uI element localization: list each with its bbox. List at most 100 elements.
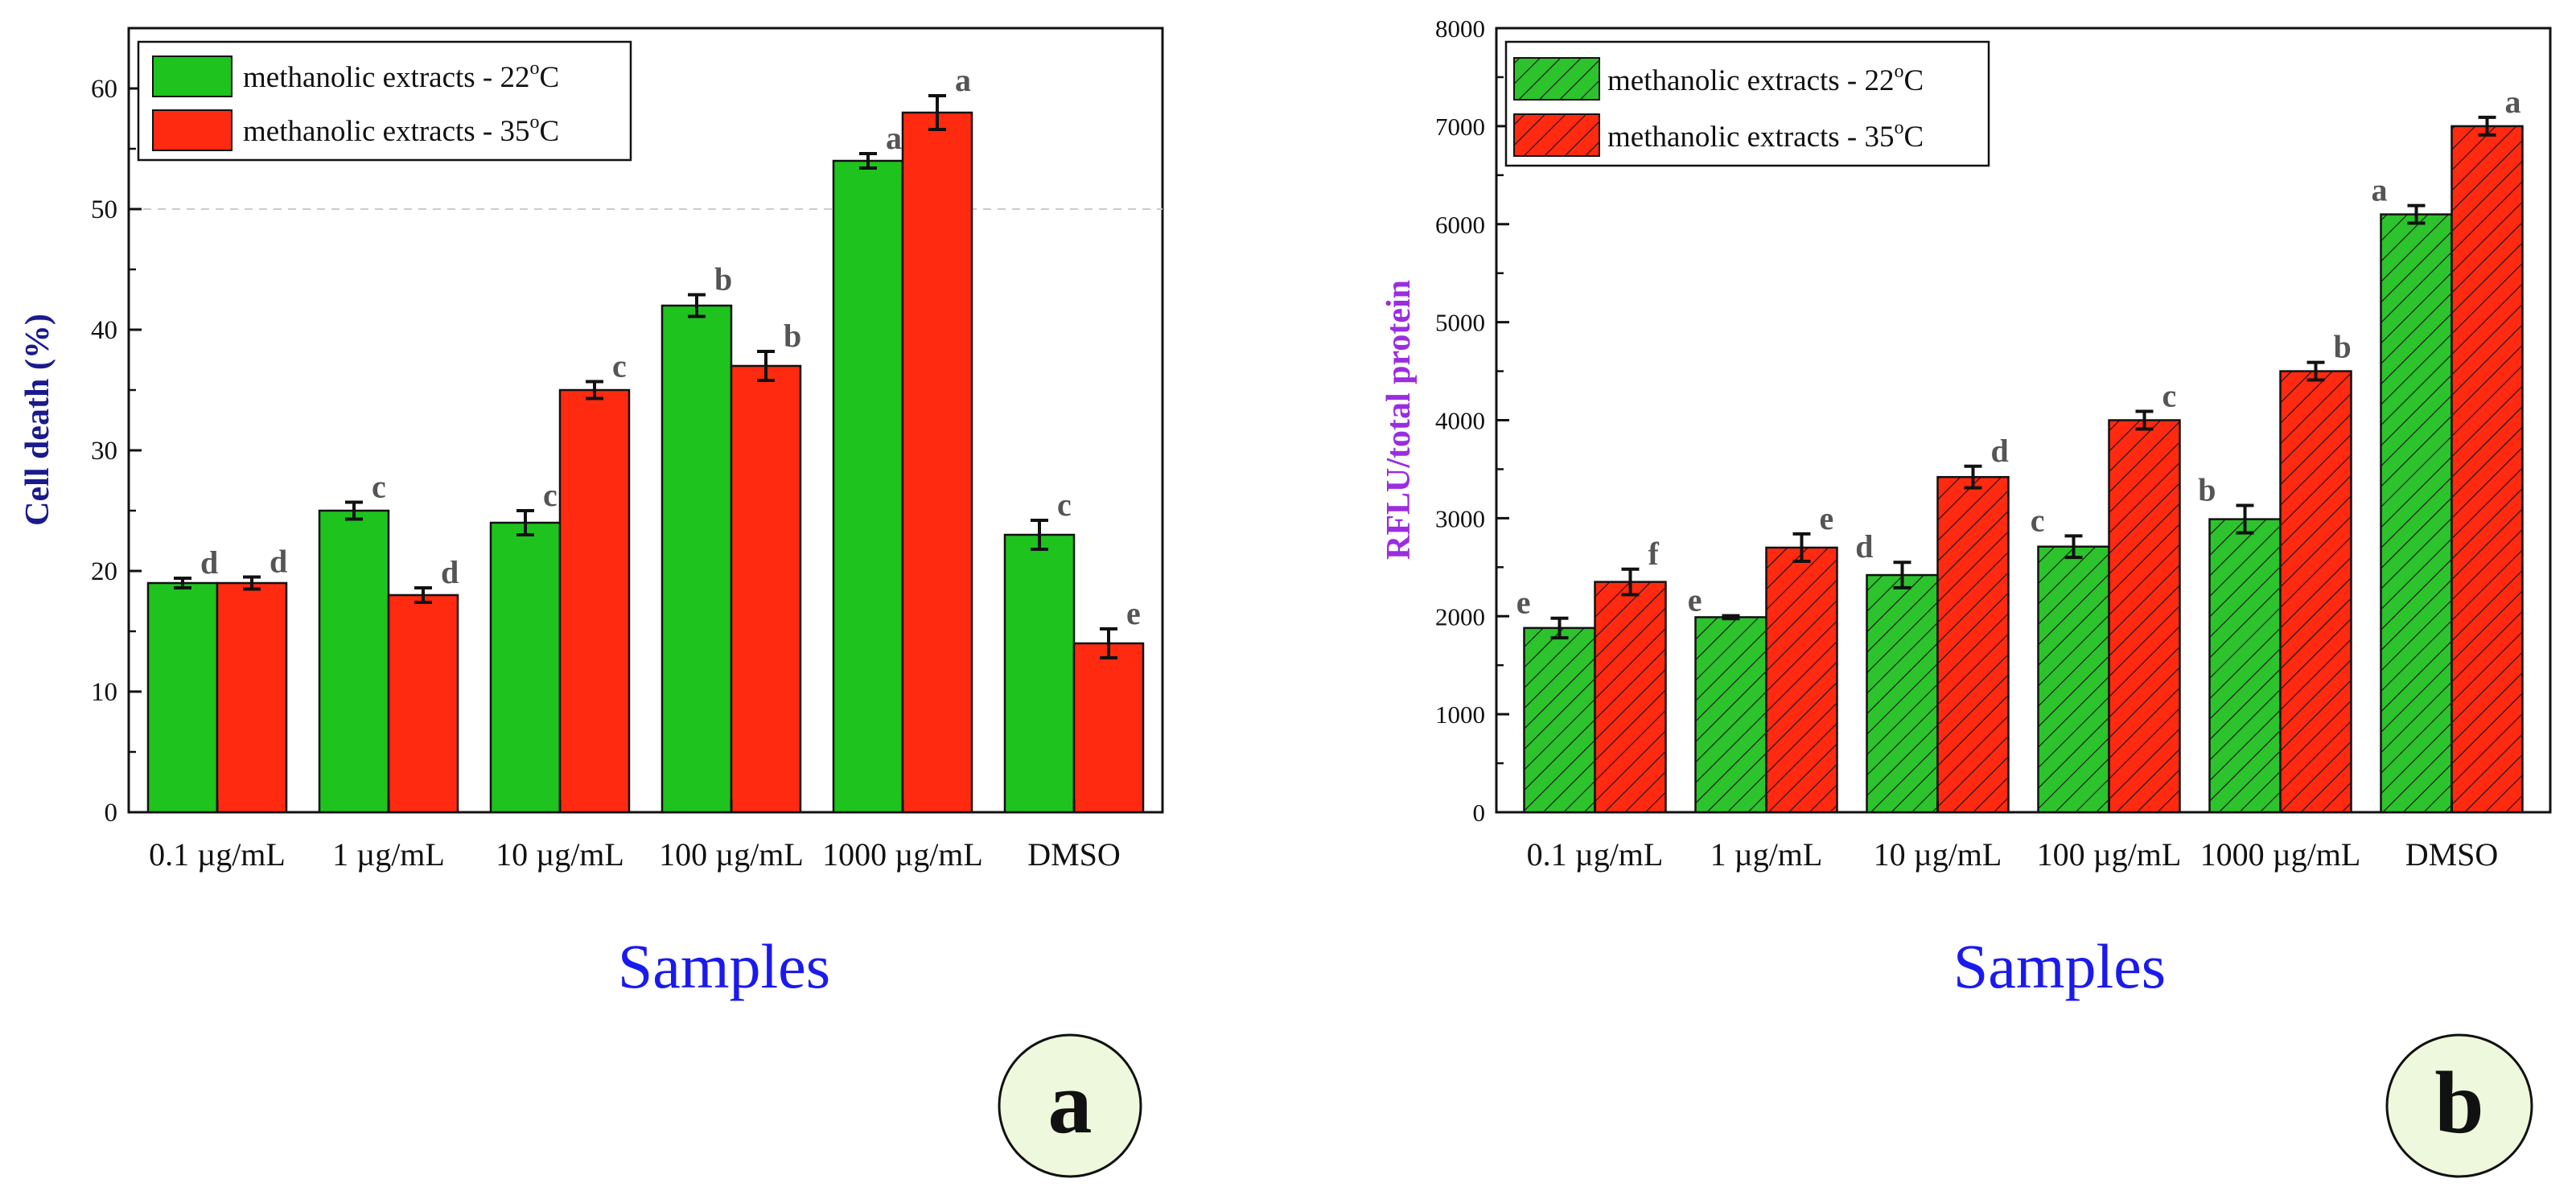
significance-letter: d xyxy=(1855,528,1873,565)
legend-swatch-35c xyxy=(152,109,232,151)
legend-swatch-22c xyxy=(152,55,232,97)
panel-a-cell-death-chart: 0 10 20 30 40 50 60 d d 0.1 µg/mL c d 1 µg/mL c c 10 µg… xyxy=(19,27,1164,1178)
bar-35c xyxy=(216,581,288,814)
badge-circle xyxy=(998,1033,1142,1178)
bar-35c xyxy=(1594,581,1667,814)
significance-letter: d xyxy=(441,554,459,590)
bar-22c xyxy=(489,521,562,814)
badge-letter: a xyxy=(1048,1053,1093,1152)
bar-35c xyxy=(2108,419,2181,814)
y-tick-label: 4000 xyxy=(1435,407,1485,435)
bar-35c xyxy=(2450,125,2524,814)
significance-letter: e xyxy=(1688,582,1702,618)
y-tick-label: 40 xyxy=(91,316,117,345)
significance-letter: d xyxy=(200,544,218,581)
significance-letter: f xyxy=(1648,536,1660,572)
legend: methanolic extracts - 22oC methanolic ex… xyxy=(1504,40,1990,167)
panel-badge: b xyxy=(2385,1033,2533,1178)
x-axis-title: Samples xyxy=(618,931,830,1001)
bar-22c xyxy=(2208,518,2282,814)
significance-letter: a xyxy=(2505,84,2521,120)
x-axis-title: Samples xyxy=(1953,931,2166,1001)
x-tick-label: 10 µg/mL xyxy=(1874,836,2002,873)
y-tick-label: 2000 xyxy=(1435,602,1485,630)
bar-22c xyxy=(1694,616,1767,814)
bar-35c xyxy=(2279,370,2352,814)
significance-letter: b xyxy=(2334,329,2352,365)
significance-letter: e xyxy=(1820,500,1834,536)
bar-35c xyxy=(901,111,973,814)
bar-22c xyxy=(832,159,904,814)
significance-letter: e xyxy=(1516,585,1531,621)
x-tick-label: 1 µg/mL xyxy=(332,836,445,873)
bar-22c xyxy=(318,509,390,814)
y-tick-label: 5000 xyxy=(1435,309,1485,337)
bar-22c xyxy=(660,304,733,814)
y-tick-label: 8000 xyxy=(1435,14,1485,43)
y-tick-label: 0 xyxy=(105,799,118,828)
significance-letter: a xyxy=(886,120,902,156)
y-tick-label: 50 xyxy=(91,195,117,224)
significance-letter: b xyxy=(2198,472,2216,508)
plot-frame xyxy=(127,27,1164,814)
significance-letter: c xyxy=(612,348,627,384)
x-tick-label: 100 µg/mL xyxy=(2037,836,2182,873)
x-tick-label: 0.1 µg/mL xyxy=(1527,836,1664,873)
legend-label-35c: methanolic extracts - 35oC xyxy=(1607,117,1924,154)
bar-35c xyxy=(1072,642,1145,814)
y-tick-label: 10 xyxy=(91,678,117,707)
y-axis-title: RFLU/total protein xyxy=(1381,280,1418,560)
bar-35c xyxy=(558,388,631,814)
significance-letter: b xyxy=(784,318,801,354)
bar-22c xyxy=(2380,213,2453,814)
significance-letter: e xyxy=(1126,595,1141,631)
bar-35c xyxy=(1936,475,2010,814)
legend-swatch-22c xyxy=(1513,57,1600,101)
x-tick-label: DMSO xyxy=(2405,836,2499,873)
x-tick-label: 100 µg/mL xyxy=(659,836,804,873)
y-tick-label: 1000 xyxy=(1435,700,1485,729)
chart-marks: 0 10 20 30 40 50 60 d d 0.1 µg/mL c d 1 µg/mL c c 10 µg… xyxy=(91,62,1162,873)
y-axis-title: Cell death (%) xyxy=(19,314,56,526)
bar-35c xyxy=(387,593,459,814)
x-tick-label: 1000 µg/mL xyxy=(822,836,983,873)
x-tick-label: 0.1 µg/mL xyxy=(149,836,286,873)
significance-letter: c xyxy=(2031,502,2045,538)
significance-letter: a xyxy=(955,62,971,98)
x-tick-label: DMSO xyxy=(1027,836,1121,873)
x-tick-label: 1 µg/mL xyxy=(1710,836,1823,873)
bar-22c xyxy=(1866,573,1939,814)
y-tick-label: 0 xyxy=(1473,799,1486,827)
significance-letter: b xyxy=(714,261,732,298)
x-tick-label: 1000 µg/mL xyxy=(2200,836,2361,873)
bar-35c xyxy=(730,364,802,814)
bar-22c xyxy=(1003,533,1076,814)
panel-badge: a xyxy=(998,1033,1142,1178)
significance-letter: c xyxy=(2162,378,2177,414)
significance-letter: c xyxy=(543,477,558,513)
y-tick-label: 60 xyxy=(91,75,117,104)
significance-letter: a xyxy=(2372,172,2388,208)
bar-22c xyxy=(2037,545,2110,814)
significance-letter: c xyxy=(1057,487,1072,523)
significance-letter: d xyxy=(270,544,287,580)
y-tick-label: 6000 xyxy=(1435,211,1485,239)
bar-35c xyxy=(1765,546,1838,814)
bar-22c xyxy=(1523,626,1596,814)
badge-circle xyxy=(2385,1033,2533,1178)
x-tick-label: 10 µg/mL xyxy=(496,836,624,873)
y-tick-label: 20 xyxy=(91,557,117,586)
significance-letter: c xyxy=(372,469,386,505)
legend-swatch-35c xyxy=(1513,113,1600,157)
legend-label-22c: methanolic extracts - 22oC xyxy=(1607,61,1924,97)
badge-letter: b xyxy=(2434,1053,2483,1152)
bar-22c xyxy=(146,581,219,814)
legend: methanolic extracts - 22oC methanolic ex… xyxy=(137,40,632,162)
y-tick-label: 3000 xyxy=(1435,504,1485,532)
y-tick-label: 7000 xyxy=(1435,113,1485,141)
legend-label-22c: methanolic extracts - 22oC xyxy=(243,58,559,94)
significance-letter: d xyxy=(1991,433,2009,469)
